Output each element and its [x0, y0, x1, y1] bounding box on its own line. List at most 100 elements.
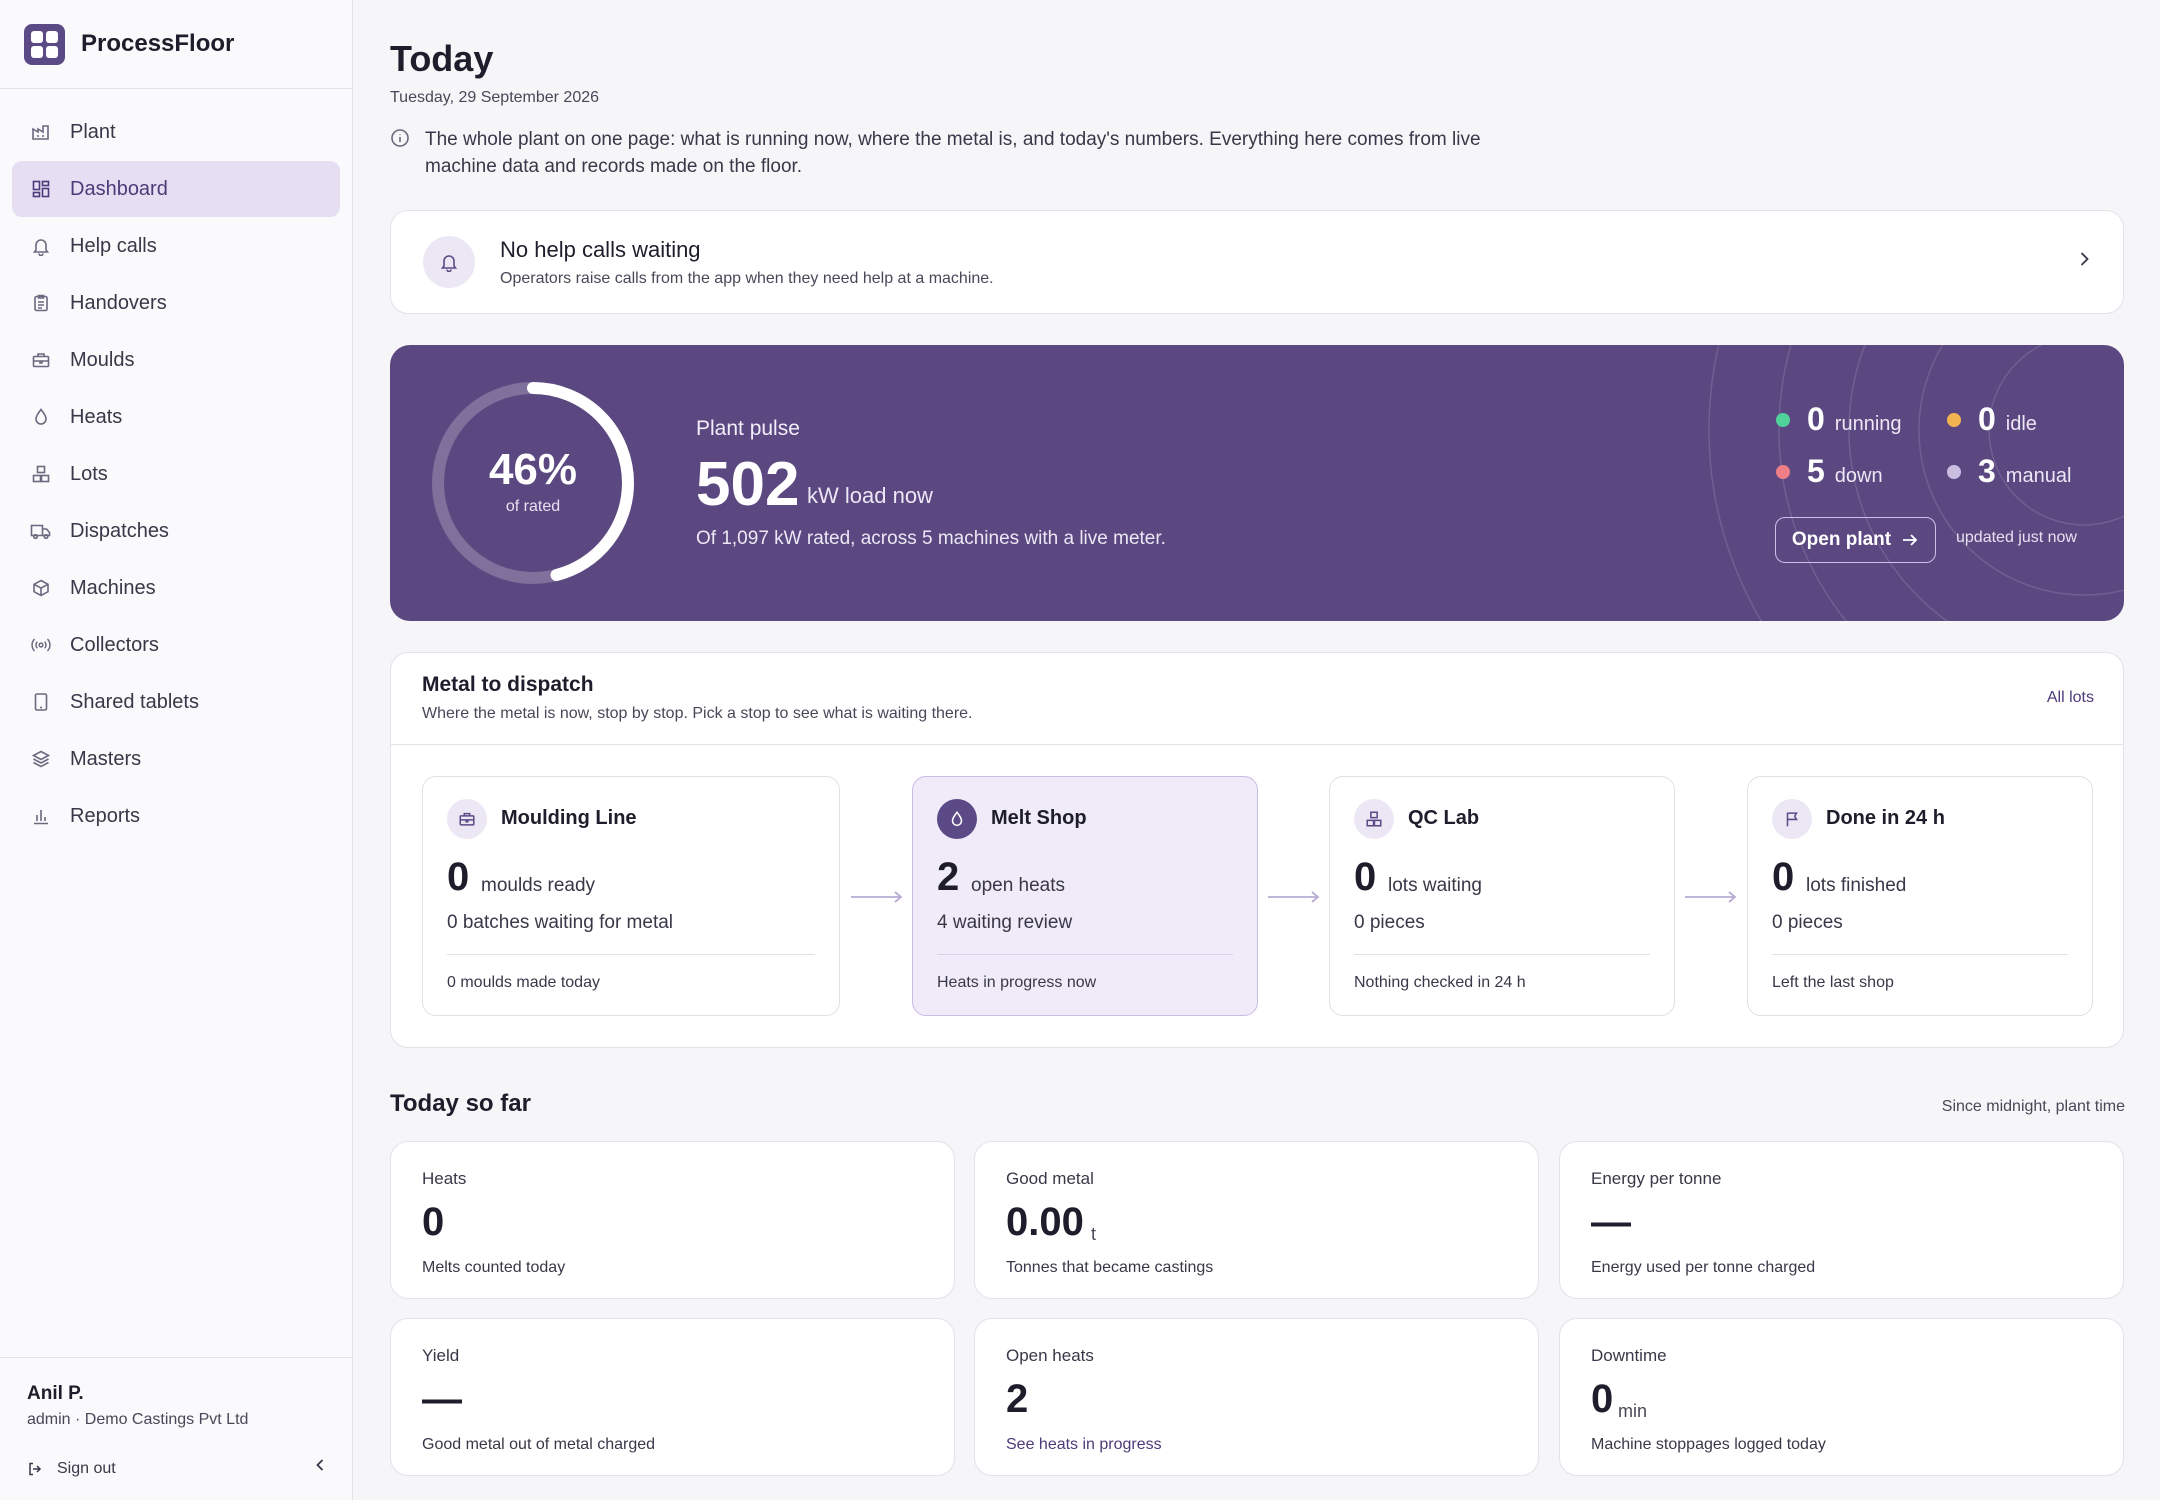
stop-detail: 0 pieces	[1772, 912, 1843, 933]
stop-footnote: Left the last shop	[1772, 974, 1894, 991]
clipboard-icon	[30, 292, 52, 314]
gauge-value: 46%	[488, 445, 578, 494]
help-calls-title: No help calls waiting	[500, 236, 701, 262]
sidebar-item-reports[interactable]: Reports	[12, 788, 340, 844]
sidebar-item-label: Dispatches	[70, 519, 169, 542]
sign-out-label: Sign out	[57, 1460, 116, 1477]
today-note: Since midnight, plant time	[1941, 1098, 2125, 1115]
pulse-subtitle: Of 1,097 kW rated, across 5 machines wit…	[696, 528, 1166, 549]
status-manual: 3 manual	[1947, 453, 2071, 490]
all-lots-link[interactable]: All lots	[2046, 689, 2094, 706]
kpi-label: Good metal	[1006, 1169, 1094, 1188]
status-label: manual	[2005, 465, 2072, 487]
intro-text: The whole plant on one page: what is run…	[425, 129, 1481, 177]
factory-icon	[30, 121, 52, 143]
sidebar-item-shared-tablets[interactable]: Shared tablets	[12, 674, 340, 730]
stop-qc-lab[interactable]: QC Lab 0 lots waiting 0 pieces Nothing c…	[1329, 776, 1675, 1016]
sidebar-footer: Anil P. admin · Demo Castings Pvt Ltd Si…	[0, 1357, 353, 1500]
status-label: running	[1834, 413, 1902, 435]
cube-icon	[30, 577, 52, 599]
see-heats-link[interactable]: See heats in progress	[1006, 1436, 1162, 1453]
mould-icon	[30, 349, 52, 371]
sidebar-item-label: Masters	[70, 747, 142, 770]
status-dot	[1947, 413, 1961, 427]
stop-detail: 0 batches waiting for metal	[447, 912, 674, 933]
arrow-right-icon	[1903, 534, 1918, 546]
dispatch-title: Metal to dispatch	[422, 673, 594, 696]
stop-done-24h[interactable]: Done in 24 h 0 lots finished 0 pieces Le…	[1747, 776, 2093, 1016]
user-role: admin · Demo Castings Pvt Ltd	[27, 1411, 249, 1428]
sidebar-item-heats[interactable]: Heats	[12, 389, 340, 445]
open-plant-button[interactable]: Open plant	[1775, 517, 1936, 563]
chevron-left-icon	[316, 1459, 324, 1471]
page-title: Today	[390, 38, 494, 79]
sidebar-item-label: Collectors	[70, 633, 159, 656]
status-dot	[1776, 413, 1790, 427]
sign-out-icon	[29, 1462, 42, 1476]
divider	[447, 954, 815, 955]
sidebar-item-help-calls[interactable]: Help calls	[12, 218, 340, 274]
sidebar-item-plant[interactable]: Plant	[12, 104, 340, 160]
sidebar-item-label: Moulds	[70, 348, 135, 371]
stop-moulding-line[interactable]: Moulding Line 0 moulds ready 0 batches w…	[422, 776, 840, 1016]
stop-melt-shop[interactable]: Melt Shop 2 open heats 4 waiting review …	[912, 776, 1258, 1016]
kpi-note: Tonnes that became castings	[1006, 1259, 1214, 1276]
lots-icon	[1354, 799, 1394, 839]
divider	[1772, 954, 2068, 955]
metal-dispatch-card: Metal to dispatch Where the metal is now…	[390, 652, 2124, 1048]
sidebar-item-machines[interactable]: Machines	[12, 560, 340, 616]
kpi-value: 2	[1006, 1377, 1029, 1421]
kpi-yield[interactable]: Yield — Good metal out of metal charged	[390, 1318, 955, 1476]
sidebar-item-label: Lots	[70, 462, 108, 485]
status-dot	[1776, 465, 1790, 479]
kpi-open-heats[interactable]: Open heats 2 See heats in progress	[974, 1318, 1539, 1476]
kpi-unit: min	[1618, 1401, 1648, 1421]
sidebar-item-dashboard[interactable]: Dashboard	[12, 161, 340, 217]
kpi-value: 0	[1591, 1377, 1614, 1421]
sidebar-item-handovers[interactable]: Handovers	[12, 275, 340, 331]
user-name: Anil P.	[27, 1383, 84, 1404]
arrow-right-icon	[1268, 891, 1320, 903]
sidebar-item-moulds[interactable]: Moulds	[12, 332, 340, 388]
sidebar-item-dispatches[interactable]: Dispatches	[12, 503, 340, 559]
kpi-good-metal[interactable]: Good metal 0.00 t Tonnes that became cas…	[974, 1141, 1539, 1299]
layers-icon	[30, 748, 52, 770]
sign-out-button[interactable]: Sign out	[27, 1460, 116, 1478]
kpi-downtime[interactable]: Downtime 0 min Machine stoppages logged …	[1559, 1318, 2124, 1476]
chevron-right-icon	[2080, 252, 2089, 266]
gauge-label: of rated	[505, 498, 561, 515]
sidebar-item-label: Dashboard	[70, 177, 168, 200]
status-count: 3	[1978, 453, 1996, 489]
sidebar-item-masters[interactable]: Masters	[12, 731, 340, 787]
help-calls-subtitle: Operators raise calls from the app when …	[500, 269, 994, 287]
brand[interactable]: ProcessFloor	[0, 0, 352, 89]
help-calls-card[interactable]: No help calls waiting Operators raise ca…	[390, 210, 2124, 314]
sidebar-item-lots[interactable]: Lots	[12, 446, 340, 502]
lots-icon	[30, 463, 52, 485]
bar-chart-icon	[30, 805, 52, 827]
sidebar-item-collectors[interactable]: Collectors	[12, 617, 340, 673]
kpi-value: 0.00	[1006, 1200, 1084, 1244]
collapse-sidebar-button[interactable]	[313, 1457, 327, 1478]
kpi-energy-per-tonne[interactable]: Energy per tonne — Energy used per tonne…	[1559, 1141, 2124, 1299]
kpi-value: —	[1591, 1200, 1631, 1244]
kpi-heats[interactable]: Heats 0 Melts counted today	[390, 1141, 955, 1299]
kpi-label: Downtime	[1591, 1346, 1667, 1365]
intro-note: The whole plant on one page: what is run…	[390, 126, 1540, 180]
status-count: 0	[1978, 401, 1996, 437]
open-plant-label: Open plant	[1791, 529, 1892, 550]
stop-detail: 4 waiting review	[937, 912, 1073, 933]
status-label: down	[1834, 465, 1883, 487]
kpi-unit: t	[1091, 1224, 1097, 1244]
stop-count-label: moulds ready	[481, 875, 596, 896]
divider	[1354, 954, 1650, 955]
bell-icon	[423, 236, 475, 288]
kpi-label: Yield	[422, 1346, 460, 1365]
stop-count: 0	[1772, 855, 1795, 899]
page-date: Tuesday, 29 September 2026	[390, 89, 600, 106]
divider	[937, 954, 1233, 955]
load-gauge-fill	[432, 382, 634, 584]
stop-footnote: 0 moulds made today	[447, 974, 600, 991]
stop-footnote: Heats in progress now	[937, 974, 1097, 991]
stop-name: QC Lab	[1408, 807, 1480, 829]
